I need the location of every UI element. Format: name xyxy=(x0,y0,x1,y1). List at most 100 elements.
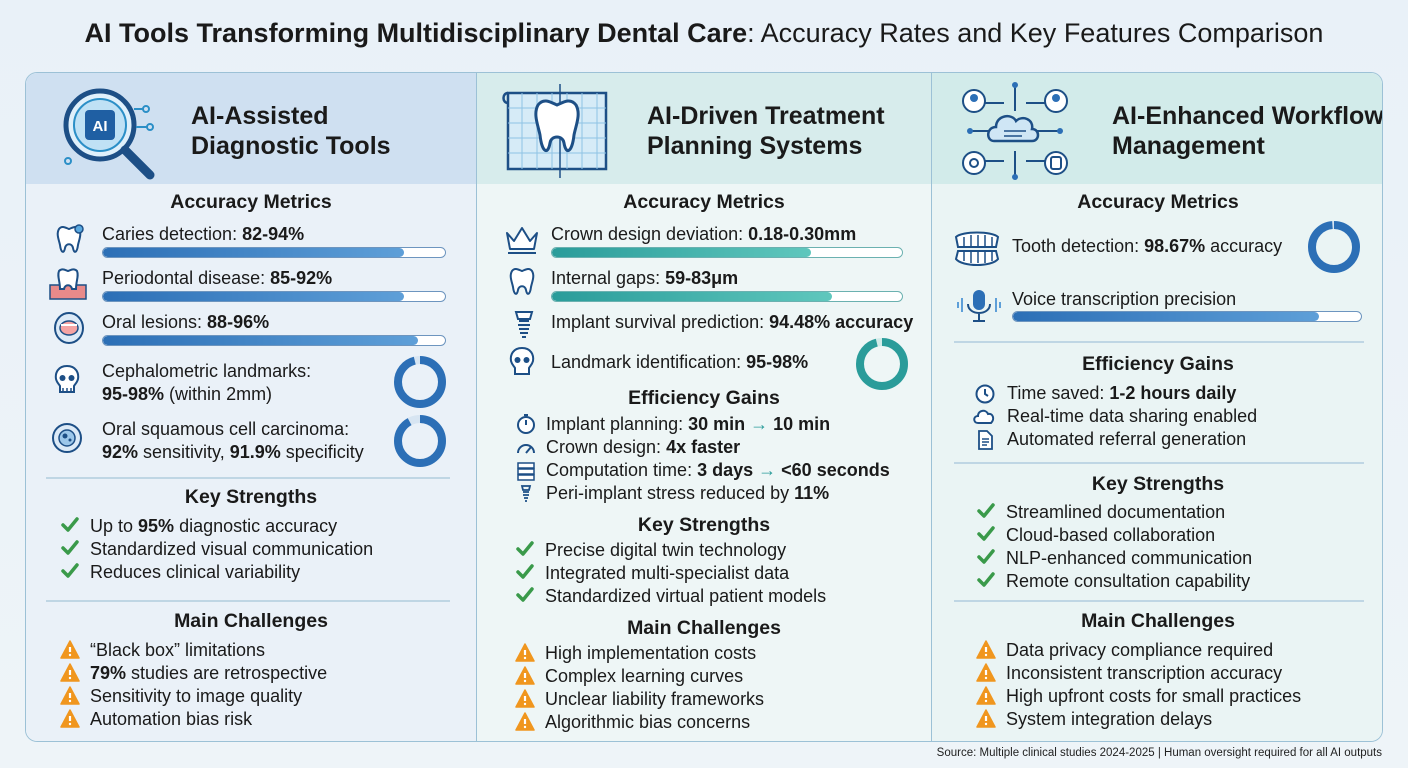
metric-bar xyxy=(102,247,446,258)
divider xyxy=(46,477,450,479)
strength-item: Standardized visual communication xyxy=(60,539,373,560)
metric-caries: Caries detection: 82-94% xyxy=(102,224,305,244)
gauge-icon xyxy=(515,437,537,459)
efficiency-time-saved: Time saved: 1-2 hours daily xyxy=(1007,383,1237,403)
column-header: AI-Driven Treatment Planning Systems xyxy=(477,73,931,184)
check-icon xyxy=(976,501,996,521)
svg-text:AI: AI xyxy=(93,118,108,135)
challenge-item: Unclear liability frameworks xyxy=(515,689,764,710)
challenge-item: High upfront costs for small practices xyxy=(976,686,1301,707)
strength-item: Streamlined documentation xyxy=(976,502,1225,523)
strength-item: Precise digital twin technology xyxy=(515,540,786,561)
warning-icon xyxy=(976,709,996,728)
strength-item: Remote consultation capability xyxy=(976,571,1250,592)
section-title-challenges: Main Challenges xyxy=(627,617,781,639)
divider xyxy=(954,341,1364,343)
warning-icon xyxy=(515,643,535,662)
challenge-item: Data privacy compliance required xyxy=(976,640,1273,661)
metric-donut xyxy=(393,355,447,409)
warning-icon xyxy=(515,666,535,685)
page-title: AI Tools Transforming Multidisciplinary … xyxy=(84,18,1324,48)
check-icon xyxy=(515,585,535,605)
efficiency-computation-time: Computation time: 3 days → <60 seconds xyxy=(546,460,890,480)
section-title-accuracy: Accuracy Metrics xyxy=(623,191,785,213)
metric-donut xyxy=(855,337,909,391)
tooth-icon xyxy=(52,223,86,257)
skull-icon xyxy=(50,363,84,397)
section-title-accuracy: Accuracy Metrics xyxy=(170,191,332,213)
section-title-strengths: Key Strengths xyxy=(184,486,318,508)
column-treatment-planning: AI-Driven Treatment Planning Systems Accu… xyxy=(476,73,931,741)
section-title-accuracy: Accuracy Metrics xyxy=(1077,191,1239,213)
metric-oral-lesions: Oral lesions: 88-96% xyxy=(102,312,270,332)
metric-voice-transcription: Voice transcription precision xyxy=(1012,289,1237,309)
warning-icon xyxy=(976,686,996,705)
efficiency-referral: Automated referral generation xyxy=(1007,429,1247,449)
document-icon xyxy=(974,429,996,451)
metric-carcinoma: Oral squamous cell carcinoma: 92% sensiti… xyxy=(102,419,364,462)
cloud-icon xyxy=(972,406,996,428)
strength-item: Reduces clinical variability xyxy=(60,562,300,583)
column-diagnostic: AI AI-Assisted Diagnostic Tools Accuracy … xyxy=(26,73,476,741)
column-header: AI-Enhanced Workflow Management xyxy=(932,73,1383,184)
challenge-item: Complex learning curves xyxy=(515,666,743,687)
challenge-item: Algorithmic bias concerns xyxy=(515,712,750,733)
strength-item: Cloud-based collaboration xyxy=(976,525,1215,546)
divider xyxy=(954,600,1364,602)
metric-internal-gaps: Internal gaps: 59-83μm xyxy=(551,268,739,288)
divider xyxy=(46,600,450,602)
section-title-challenges: Main Challenges xyxy=(174,610,328,632)
section-title-strengths: Key Strengths xyxy=(1091,473,1225,495)
gum-icon xyxy=(48,267,88,301)
strength-item: Integrated multi-specialist data xyxy=(515,563,789,584)
implant-icon xyxy=(507,309,541,343)
challenge-item: High implementation costs xyxy=(515,643,756,664)
section-title-challenges: Main Challenges xyxy=(1081,610,1235,632)
tooth-blueprint-icon xyxy=(502,81,612,181)
ai-magnifier-icon: AI xyxy=(54,81,164,181)
strength-item: Standardized virtual patient models xyxy=(515,586,826,607)
section-title-efficiency: Efficiency Gains xyxy=(1082,353,1234,375)
microphone-icon xyxy=(954,288,1004,324)
warning-icon xyxy=(60,709,80,728)
challenge-item: System integration delays xyxy=(976,709,1212,730)
check-icon xyxy=(60,538,80,558)
column-title: AI-Driven Treatment Planning Systems xyxy=(647,102,885,160)
column-title: AI-Assisted Diagnostic Tools xyxy=(191,102,391,160)
efficiency-crown-design: Crown design: 4x faster xyxy=(546,437,741,457)
metric-bar xyxy=(102,291,446,302)
warning-icon xyxy=(60,640,80,659)
clock-icon xyxy=(974,383,996,405)
warning-icon xyxy=(976,640,996,659)
cell-icon xyxy=(50,421,84,455)
column-title: AI-Enhanced Workflow Management xyxy=(1112,102,1383,160)
challenge-item: Sensitivity to image quality xyxy=(60,686,302,707)
dentures-icon xyxy=(952,229,1002,269)
metric-donut xyxy=(393,414,447,468)
metric-periodontal: Periodontal disease: 85-92% xyxy=(102,268,333,288)
metric-implant-survival: Implant survival prediction: 94.48% accu… xyxy=(551,312,914,332)
strength-item: Up to 95% diagnostic accuracy xyxy=(60,516,337,537)
efficiency-peri-implant: Peri-implant stress reduced by 11% xyxy=(546,483,830,503)
metric-landmark-identification: Landmark identification: 95-98% xyxy=(551,352,809,372)
mouth-icon xyxy=(52,311,86,345)
check-icon xyxy=(515,562,535,582)
skull-icon xyxy=(505,345,539,379)
column-header: AI AI-Assisted Diagnostic Tools xyxy=(26,73,476,184)
check-icon xyxy=(60,515,80,535)
divider xyxy=(954,462,1364,464)
stopwatch-icon xyxy=(515,413,537,435)
check-icon xyxy=(976,547,996,567)
implant-icon xyxy=(515,483,537,505)
cloud-network-icon xyxy=(960,81,1070,181)
check-icon xyxy=(60,561,80,581)
efficiency-implant-planning: Implant planning: 30 min → 10 min xyxy=(546,414,831,434)
server-icon xyxy=(515,460,537,482)
challenge-item: Inconsistent transcription accuracy xyxy=(976,663,1282,684)
metric-bar xyxy=(551,247,903,258)
challenge-item: Automation bias risk xyxy=(60,709,252,730)
challenge-item: 79% studies are retrospective xyxy=(60,663,327,684)
efficiency-data-sharing: Real-time data sharing enabled xyxy=(1007,406,1258,426)
metric-bar xyxy=(102,335,446,346)
metric-bar xyxy=(1012,311,1362,322)
